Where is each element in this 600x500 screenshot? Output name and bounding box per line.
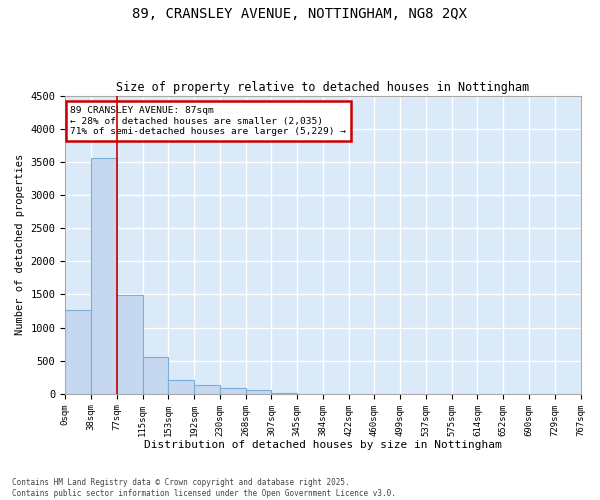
Bar — [143, 358, 169, 394]
Bar — [91, 158, 117, 394]
Text: Contains HM Land Registry data © Crown copyright and database right 2025.
Contai: Contains HM Land Registry data © Crown c… — [12, 478, 396, 498]
Text: 89 CRANSLEY AVENUE: 87sqm
← 28% of detached houses are smaller (2,035)
71% of se: 89 CRANSLEY AVENUE: 87sqm ← 28% of detac… — [70, 106, 346, 136]
Bar — [117, 295, 143, 394]
X-axis label: Distribution of detached houses by size in Nottingham: Distribution of detached houses by size … — [144, 440, 502, 450]
Bar — [65, 310, 91, 394]
Y-axis label: Number of detached properties: Number of detached properties — [15, 154, 25, 336]
Text: 89, CRANSLEY AVENUE, NOTTINGHAM, NG8 2QX: 89, CRANSLEY AVENUE, NOTTINGHAM, NG8 2QX — [133, 8, 467, 22]
Bar — [271, 393, 297, 394]
Title: Size of property relative to detached houses in Nottingham: Size of property relative to detached ho… — [116, 82, 530, 94]
Bar — [220, 388, 245, 394]
Bar — [169, 380, 194, 394]
Bar — [245, 390, 271, 394]
Bar — [194, 385, 220, 394]
